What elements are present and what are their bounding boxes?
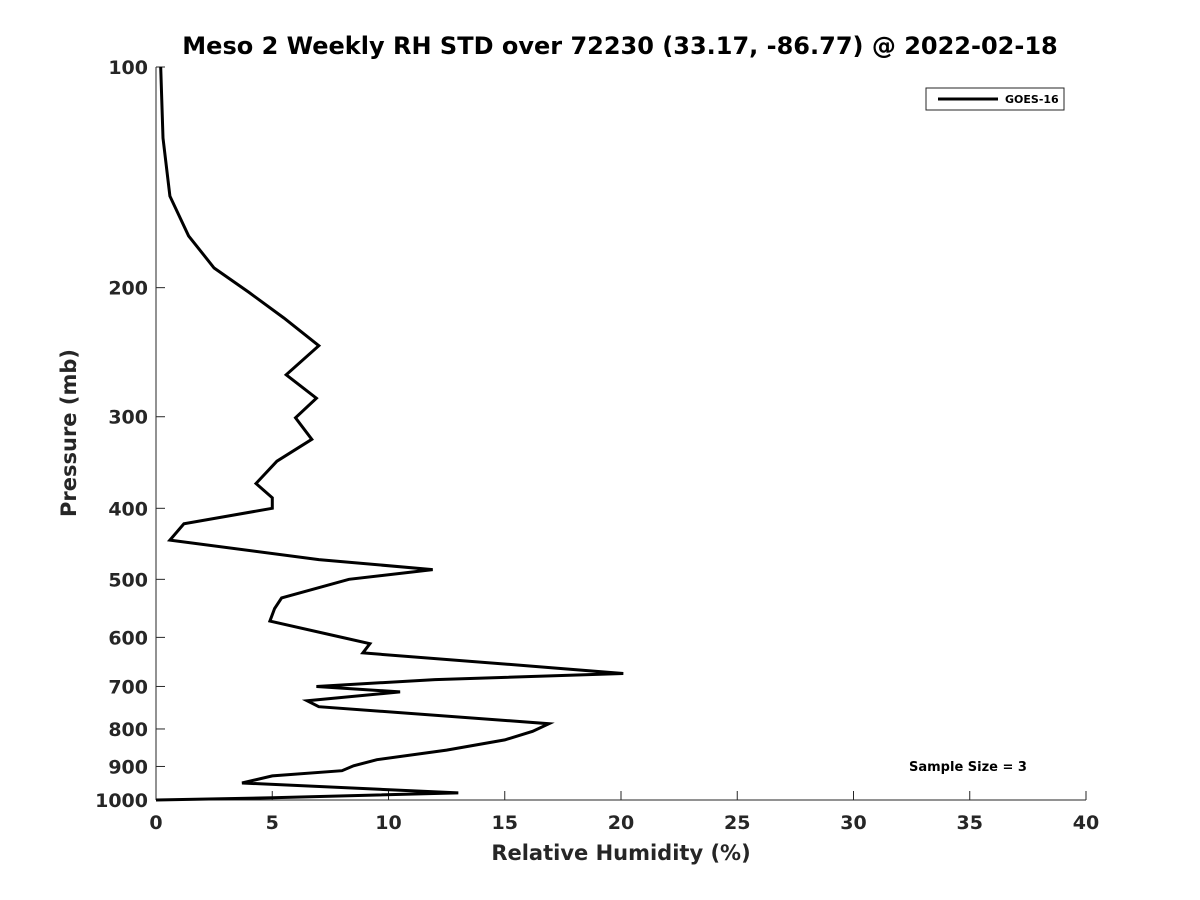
- x-tick-label-5: 25: [724, 812, 750, 834]
- chart-title: Meso 2 Weekly RH STD over 72230 (33.17, …: [182, 32, 1057, 60]
- x-tick-label-1: 5: [266, 812, 279, 834]
- axes: [155, 67, 1086, 801]
- legend: GOES-16: [925, 87, 1065, 111]
- x-tick-label-4: 20: [608, 812, 634, 834]
- x-tick-label-6: 30: [840, 812, 866, 834]
- x-tick-label-3: 15: [492, 812, 518, 834]
- y-tick-label-9: 1000: [95, 790, 148, 812]
- y-tick-label-3: 400: [108, 498, 148, 520]
- series-group: [155, 66, 624, 802]
- y-tick-label-1: 200: [108, 278, 148, 300]
- y-axis-label: Pressure (mb): [57, 349, 81, 517]
- x-tick-label-7: 35: [957, 812, 983, 834]
- x-axis-label: Relative Humidity (%): [491, 841, 750, 865]
- y-tick-label-8: 900: [108, 756, 148, 778]
- x-tick-label-8: 40: [1073, 812, 1099, 834]
- y-tick-label-5: 600: [108, 627, 148, 649]
- x-tick-label-2: 10: [375, 812, 401, 834]
- series-line-goes-16: [155, 66, 624, 802]
- legend-label-goes-16: GOES-16: [1005, 93, 1059, 106]
- y-tick-label-6: 700: [108, 676, 148, 698]
- x-ticks: 0 5 10 15 20 25 30 35 40: [149, 791, 1099, 834]
- x-tick-label-0: 0: [149, 812, 162, 834]
- y-tick-label-0: 100: [108, 57, 148, 79]
- sample-size-annotation: Sample Size = 3: [909, 760, 1027, 775]
- y-ticks: 100 200 300 400 500 600 700 800 900 1000: [95, 57, 165, 812]
- y-tick-label-4: 500: [108, 569, 148, 591]
- y-tick-label-7: 800: [108, 719, 148, 741]
- y-tick-label-2: 300: [108, 407, 148, 429]
